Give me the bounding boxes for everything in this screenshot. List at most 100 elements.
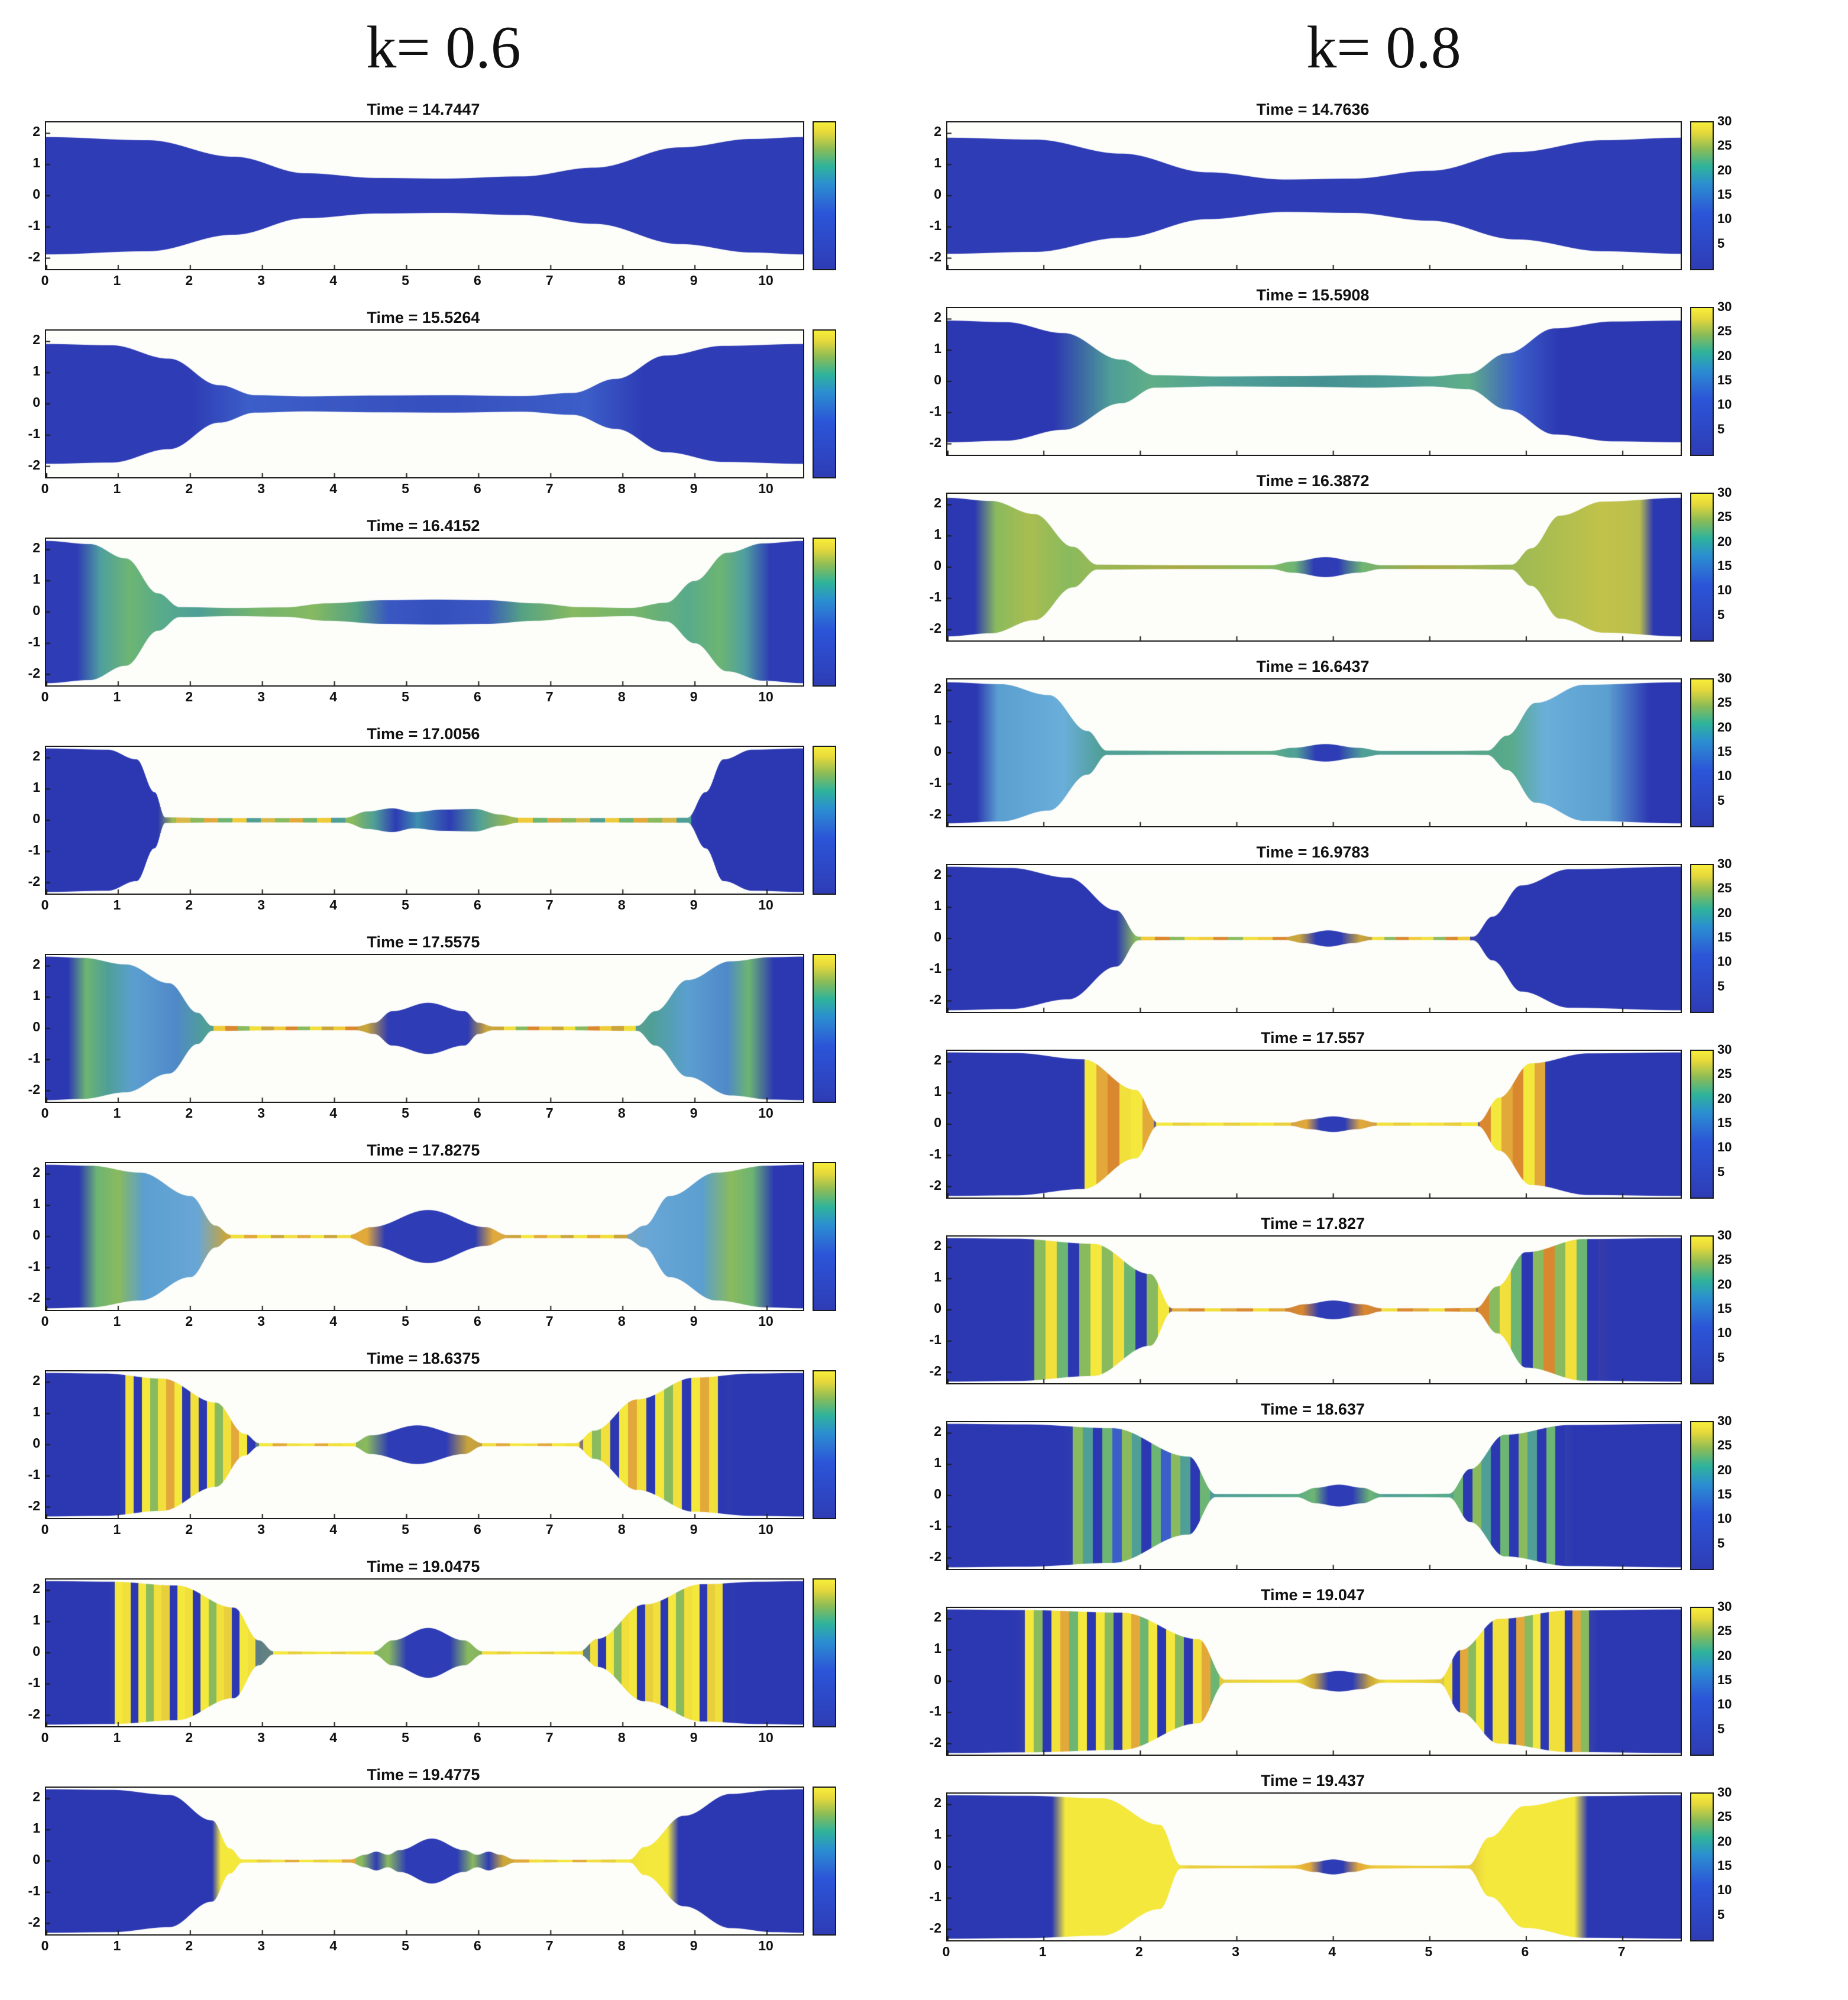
panel-k08-9: Time = 19.437 2 1 0 -1 -2 30 25 20 15 10 5 0 1 2 3 4 5 6 7 [919, 1769, 1748, 1962]
y-tick-label: -1 [929, 1331, 941, 1347]
profile-heatmap-canvas [947, 1422, 1681, 1569]
y-tick-label: 2 [33, 1373, 40, 1389]
colorbar [1690, 307, 1714, 456]
colorbar-labels: 30 25 20 15 10 5 [1714, 1228, 1748, 1382]
profile-heatmap-canvas [947, 122, 1681, 269]
panels-k08: Time = 14.7636 2 1 0 -1 -2 30 25 20 15 10 5 Time = 1… [919, 98, 1748, 1975]
panel-k06-0: Time = 14.7447 2 1 0 -1 -2 0 1 2 3 4 5 6 7 8 9 10 [18, 98, 842, 290]
y-tick-label: 2 [33, 956, 40, 972]
colorbar-labels: 30 25 20 15 10 5 [1714, 1599, 1748, 1753]
y-tick-label: 0 [934, 186, 941, 202]
plot-area [45, 1578, 804, 1727]
profile-heatmap-canvas [947, 1051, 1681, 1198]
colorbar-tick-label: 15 [1717, 373, 1732, 387]
x-tick-label: 2 [185, 1522, 193, 1537]
y-tick-label: 2 [934, 1052, 941, 1068]
y-tick-label: -2 [28, 873, 40, 889]
profile-heatmap-canvas [46, 747, 803, 894]
y-tick-label: 0 [33, 1019, 40, 1034]
y-tick-label: -1 [28, 633, 40, 649]
y-tick-label: 1 [33, 779, 40, 795]
x-tick-label: 4 [329, 897, 338, 912]
colorbar-tick-label: 10 [1717, 768, 1732, 784]
x-tick-label: 4 [1328, 1944, 1336, 1959]
column-title-k06: k= 0.6 [366, 14, 521, 81]
x-tick-label: 4 [329, 1730, 338, 1745]
x-tick-label: 9 [690, 1522, 698, 1537]
plot-area [946, 1050, 1682, 1199]
colorbar-tick-label: 5 [1717, 421, 1725, 436]
y-tick-label: 0 [33, 1435, 40, 1451]
panel-body: 2 1 0 -1 -2 [18, 746, 842, 895]
y-tick-label: -1 [929, 1703, 941, 1719]
colorbar-labels [836, 1370, 842, 1517]
x-tick-label: 7 [545, 273, 554, 288]
colorbar-tick-label: 15 [1717, 1858, 1732, 1873]
colorbar-labels [836, 329, 842, 476]
x-tick-label: 5 [402, 1938, 409, 1953]
figure-columns: Time = 14.7447 2 1 0 -1 -2 0 1 2 3 4 5 6 7 8 9 10 Time = … [18, 98, 1848, 1975]
y-tick-label: 1 [33, 363, 40, 379]
colorbar [1690, 1050, 1714, 1199]
colorbar-tick-label: 15 [1717, 1115, 1732, 1130]
y-tick-label: -1 [929, 1145, 941, 1161]
colorbar-tick-label: 30 [1717, 114, 1732, 128]
x-axis-labels: 0 1 2 3 4 5 6 7 8 9 10 [41, 478, 802, 499]
x-tick-label: 8 [617, 1730, 626, 1745]
x-tick-label: 4 [329, 1938, 338, 1953]
colorbar-tick-label: 25 [1717, 1066, 1732, 1082]
panel-k06-5: Time = 17.8275 2 1 0 -1 -2 0 1 2 3 4 5 6 7 8 9 10 [18, 1138, 842, 1331]
colorbar-tick-label: 25 [1717, 1623, 1732, 1639]
colorbar [813, 1578, 836, 1727]
colorbar-labels [836, 1578, 842, 1725]
y-tick-label: 0 [934, 929, 941, 944]
panel-k06-3: Time = 17.0056 2 1 0 -1 -2 0 1 2 3 4 5 6 7 8 9 10 [18, 722, 842, 915]
panel-time-title: Time = 14.7447 [367, 101, 480, 118]
y-tick-label: -1 [28, 217, 40, 233]
x-tick-label: 7 [545, 1938, 554, 1953]
x-tick-label: 5 [402, 273, 409, 288]
panel-time-title: Time = 15.5264 [367, 309, 480, 326]
y-axis-labels: 2 1 0 -1 -2 [919, 1050, 946, 1196]
profile-heatmap-canvas [947, 1794, 1681, 1940]
plot-area [946, 678, 1682, 827]
x-tick-label: 2 [185, 1730, 193, 1745]
y-tick-label: 0 [934, 1672, 941, 1687]
x-tick-label: 9 [690, 481, 698, 496]
x-tick-label: 10 [758, 689, 773, 704]
x-tick-label: 10 [758, 1105, 773, 1121]
x-tick-label: 5 [402, 689, 409, 704]
panel-body: 2 1 0 -1 -2 [18, 121, 842, 270]
panel-k06-1: Time = 15.5264 2 1 0 -1 -2 0 1 2 3 4 5 6 7 8 9 10 [18, 306, 842, 499]
colorbar-tick-label: 20 [1717, 1462, 1732, 1477]
panel-k06-7: Time = 19.0475 2 1 0 -1 -2 0 1 2 3 4 5 6 7 8 9 10 [18, 1555, 842, 1747]
y-tick-label: 1 [33, 988, 40, 1004]
x-tick-label: 7 [545, 1105, 554, 1121]
panel-time-title: Time = 16.3872 [1256, 472, 1370, 490]
y-tick-label: -1 [28, 1050, 40, 1066]
x-axis-labels: 0 1 2 3 4 5 6 7 8 9 10 [41, 1519, 802, 1539]
plot-area [946, 1421, 1682, 1570]
x-tick-label: 8 [617, 689, 626, 704]
panel-k08-0: Time = 14.7636 2 1 0 -1 -2 30 25 20 15 10 5 [919, 98, 1748, 270]
x-tick-label: 9 [690, 1938, 698, 1953]
x-tick-label: 1 [113, 273, 121, 288]
colorbar-tick-label: 15 [1717, 187, 1732, 202]
profile-heatmap-canvas [46, 331, 803, 477]
plot-area [45, 538, 804, 687]
x-tick-label: 6 [1521, 1944, 1529, 1959]
x-tick-label: 1 [113, 1313, 121, 1329]
colorbar-tick-label: 10 [1717, 1325, 1732, 1341]
x-tick-label: 0 [41, 897, 49, 912]
y-tick-label: -2 [28, 1081, 40, 1097]
y-tick-label: 1 [934, 1269, 941, 1285]
y-tick-label: 2 [33, 1581, 40, 1597]
profile-heatmap-canvas [46, 1371, 803, 1518]
colorbar-labels: 30 25 20 15 10 5 [1714, 1785, 1748, 1939]
x-tick-label: 9 [690, 897, 698, 912]
x-tick-label: 7 [1617, 1944, 1626, 1959]
x-tick-label: 0 [41, 1313, 49, 1329]
y-tick-label: 1 [934, 526, 941, 542]
colorbar-tick-label: 15 [1717, 744, 1732, 759]
x-tick-label: 7 [545, 1313, 554, 1329]
